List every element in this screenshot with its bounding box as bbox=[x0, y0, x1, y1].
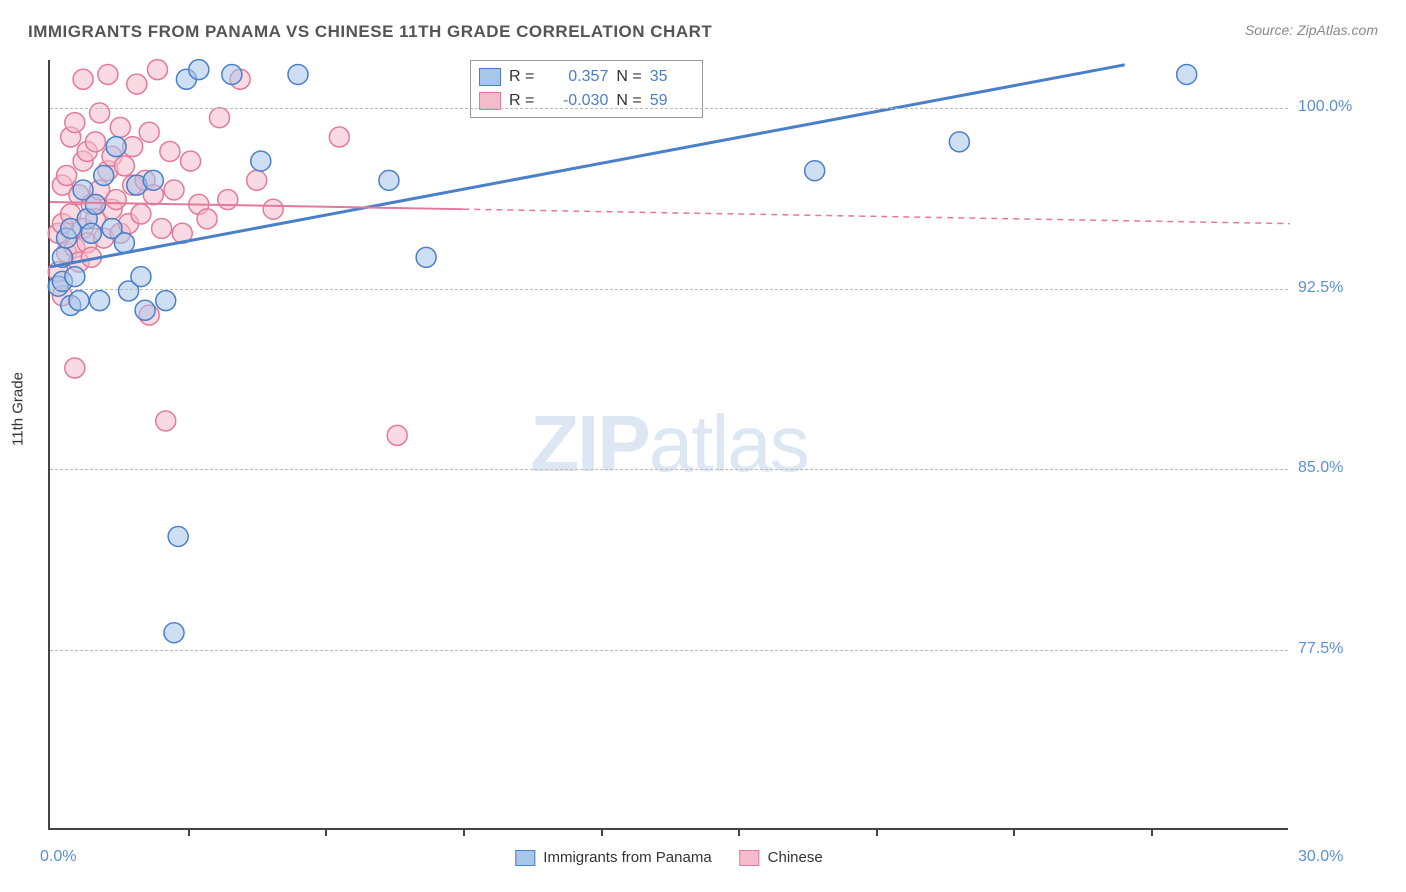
x-tick bbox=[876, 828, 878, 836]
scatter-point bbox=[379, 170, 399, 190]
scatter-point bbox=[90, 291, 110, 311]
source-label: Source: bbox=[1245, 22, 1293, 38]
x-tick bbox=[463, 828, 465, 836]
scatter-point bbox=[156, 411, 176, 431]
legend-item-chinese: Chinese bbox=[740, 849, 823, 866]
scatter-point bbox=[147, 60, 167, 80]
scatter-point bbox=[416, 247, 436, 267]
scatter-point bbox=[65, 113, 85, 133]
gridline-h bbox=[50, 108, 1288, 109]
x-tick bbox=[738, 828, 740, 836]
scatter-point bbox=[222, 64, 242, 84]
n-label-1: N = bbox=[616, 68, 641, 86]
scatter-point bbox=[329, 127, 349, 147]
correlation-row-panama: R = 0.357 N = 35 bbox=[479, 65, 690, 89]
scatter-point bbox=[263, 199, 283, 219]
scatter-point bbox=[114, 156, 134, 176]
legend-label-panama: Immigrants from Panama bbox=[543, 849, 711, 866]
scatter-point bbox=[805, 161, 825, 181]
r-label-1: R = bbox=[509, 68, 534, 86]
scatter-point bbox=[65, 267, 85, 287]
x-tick bbox=[601, 828, 603, 836]
plot-area: ZIPatlas R = 0.357 N = 35 R = -0.030 N =… bbox=[48, 60, 1288, 830]
scatter-point bbox=[197, 209, 217, 229]
x-tick bbox=[1013, 828, 1015, 836]
n-value-1: 35 bbox=[650, 68, 690, 86]
scatter-point bbox=[90, 103, 110, 123]
scatter-point bbox=[131, 204, 151, 224]
scatter-point bbox=[110, 117, 130, 137]
x-axis-max-label: 30.0% bbox=[1298, 848, 1398, 866]
scatter-point bbox=[85, 132, 105, 152]
scatter-point bbox=[251, 151, 271, 171]
series-legend: Immigrants from Panama Chinese bbox=[515, 849, 822, 866]
trend-line-extrapolated bbox=[463, 209, 1290, 223]
r-value-1: 0.357 bbox=[542, 68, 608, 86]
scatter-point bbox=[181, 151, 201, 171]
y-tick-label: 100.0% bbox=[1298, 98, 1398, 116]
scatter-point bbox=[247, 170, 267, 190]
chart-title: IMMIGRANTS FROM PANAMA VS CHINESE 11TH G… bbox=[28, 22, 712, 42]
y-tick-label: 85.0% bbox=[1298, 459, 1398, 477]
scatter-point bbox=[131, 267, 151, 287]
scatter-point bbox=[114, 233, 134, 253]
scatter-point bbox=[152, 218, 172, 238]
scatter-point bbox=[106, 137, 126, 157]
scatter-point bbox=[81, 223, 101, 243]
scatter-point bbox=[387, 425, 407, 445]
x-axis-min-label: 0.0% bbox=[40, 848, 76, 866]
x-tick bbox=[1151, 828, 1153, 836]
scatter-point bbox=[65, 358, 85, 378]
scatter-point bbox=[288, 64, 308, 84]
scatter-point bbox=[85, 194, 105, 214]
scatter-point bbox=[209, 108, 229, 128]
legend-item-panama: Immigrants from Panama bbox=[515, 849, 711, 866]
correlation-legend: R = 0.357 N = 35 R = -0.030 N = 59 bbox=[470, 60, 703, 118]
scatter-point bbox=[218, 190, 238, 210]
scatter-point bbox=[135, 300, 155, 320]
scatter-point bbox=[168, 526, 188, 546]
scatter-point bbox=[94, 166, 114, 186]
scatter-point bbox=[949, 132, 969, 152]
scatter-point bbox=[1177, 64, 1197, 84]
legend-label-chinese: Chinese bbox=[768, 849, 823, 866]
source-value: ZipAtlas.com bbox=[1297, 22, 1378, 38]
scatter-point bbox=[98, 64, 118, 84]
scatter-point bbox=[69, 291, 89, 311]
x-tick bbox=[188, 828, 190, 836]
y-tick-label: 92.5% bbox=[1298, 279, 1398, 297]
legend-swatch-chinese bbox=[740, 850, 760, 866]
scatter-point bbox=[57, 166, 77, 186]
chart-svg bbox=[50, 60, 1288, 828]
legend-swatch-panama bbox=[515, 850, 535, 866]
scatter-point bbox=[164, 180, 184, 200]
gridline-h bbox=[50, 650, 1288, 651]
scatter-point bbox=[143, 170, 163, 190]
x-tick bbox=[325, 828, 327, 836]
scatter-point bbox=[127, 74, 147, 94]
source-attribution: Source: ZipAtlas.com bbox=[1245, 22, 1378, 38]
correlation-row-chinese: R = -0.030 N = 59 bbox=[479, 89, 690, 113]
scatter-point bbox=[189, 60, 209, 80]
y-axis-title: 11th Grade bbox=[10, 372, 27, 446]
gridline-h bbox=[50, 469, 1288, 470]
gridline-h bbox=[50, 289, 1288, 290]
scatter-point bbox=[106, 190, 126, 210]
scatter-point bbox=[139, 122, 159, 142]
scatter-point bbox=[156, 291, 176, 311]
scatter-point bbox=[164, 623, 184, 643]
swatch-panama bbox=[479, 68, 501, 86]
scatter-point bbox=[73, 69, 93, 89]
scatter-point bbox=[160, 141, 180, 161]
y-tick-label: 77.5% bbox=[1298, 640, 1398, 658]
